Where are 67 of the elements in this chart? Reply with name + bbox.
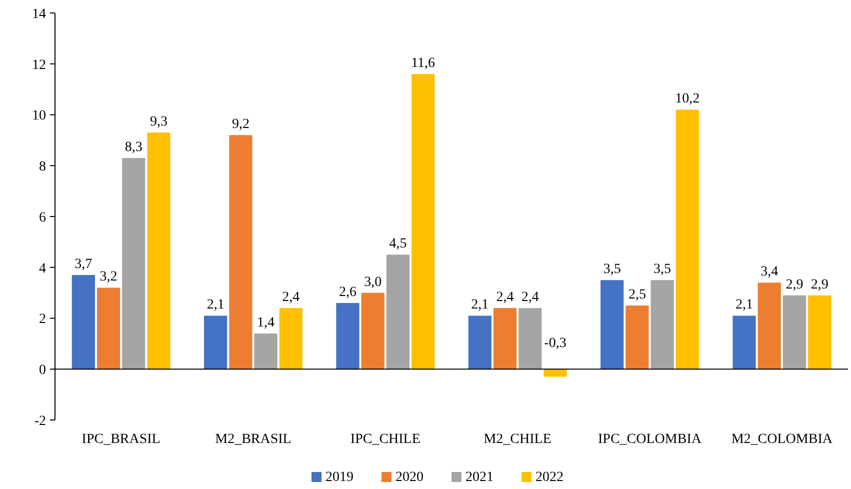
bar (361, 292, 384, 370)
bar (782, 295, 806, 370)
bar (147, 132, 170, 370)
legend-label: 2021 (466, 470, 494, 485)
bar (204, 316, 228, 370)
data-label: 1,4 (257, 316, 275, 331)
y-tick-label: 8 (39, 160, 46, 175)
data-label: 11,6 (411, 56, 436, 72)
bar (493, 308, 517, 370)
data-label: 2,1 (471, 298, 489, 313)
bar (229, 135, 252, 370)
y-tick-label: 10 (32, 108, 46, 124)
data-label: 4,5 (389, 236, 407, 252)
x-tick-label: IPC_CHILE (350, 432, 420, 447)
bar (122, 158, 146, 370)
data-label: 3,7 (74, 257, 92, 272)
data-label: 2,9 (786, 277, 804, 292)
legend-label: 2020 (396, 470, 424, 485)
bar (758, 282, 781, 370)
bar (279, 308, 302, 370)
data-label: 2,1 (206, 298, 224, 313)
y-tick-label: 0 (39, 363, 46, 378)
x-tick-label: M2_CHILE (484, 432, 552, 447)
y-tick-label: 12 (32, 58, 46, 73)
data-label: 2,1 (736, 298, 753, 313)
bar (626, 306, 649, 370)
data-label: 9,2 (232, 117, 250, 132)
bar (808, 295, 832, 370)
data-label: -0,3 (544, 336, 566, 352)
bar (468, 316, 492, 370)
x-tick-label: M2_COLOMBIA (731, 432, 834, 447)
bar (254, 334, 278, 370)
data-label: 2,5 (628, 288, 646, 303)
legend-label: 2019 (326, 470, 354, 485)
data-label: 10,2 (675, 92, 700, 107)
x-tick-label: IPC_BRASIL (82, 432, 160, 447)
bar (600, 280, 624, 370)
y-tick-label: 2 (39, 312, 46, 328)
data-label: 3,4 (760, 264, 778, 280)
data-label: 8,3 (124, 140, 142, 155)
bar (650, 280, 674, 370)
bar (544, 369, 567, 377)
x-tick-label: M2_BRASIL (215, 432, 292, 447)
bar (676, 110, 699, 370)
y-tick-label: -2 (34, 414, 46, 429)
data-label: 3,0 (364, 274, 382, 290)
bar (96, 288, 120, 370)
data-label: 3,2 (100, 270, 118, 285)
data-label: 3,5 (603, 262, 621, 278)
data-label: 2,4 (496, 290, 514, 306)
x-tick-label: IPC_COLOMBIA (598, 432, 702, 447)
data-label: 2,6 (339, 284, 356, 300)
y-tick-label: 6 (39, 210, 46, 226)
data-label: 2,4 (521, 290, 539, 306)
y-tick-label: 4 (39, 261, 46, 276)
bar (732, 316, 756, 370)
bar (412, 74, 435, 370)
bar (386, 254, 410, 370)
y-tick-label: 14 (32, 6, 46, 22)
data-label: 3,5 (654, 262, 672, 278)
data-label: 9,3 (150, 114, 168, 130)
legend-label: 2022 (536, 470, 564, 485)
data-label: 2,9 (810, 277, 828, 292)
bar (336, 302, 360, 370)
bar (518, 308, 542, 370)
data-label: 2,4 (282, 290, 300, 306)
bar (72, 275, 95, 370)
